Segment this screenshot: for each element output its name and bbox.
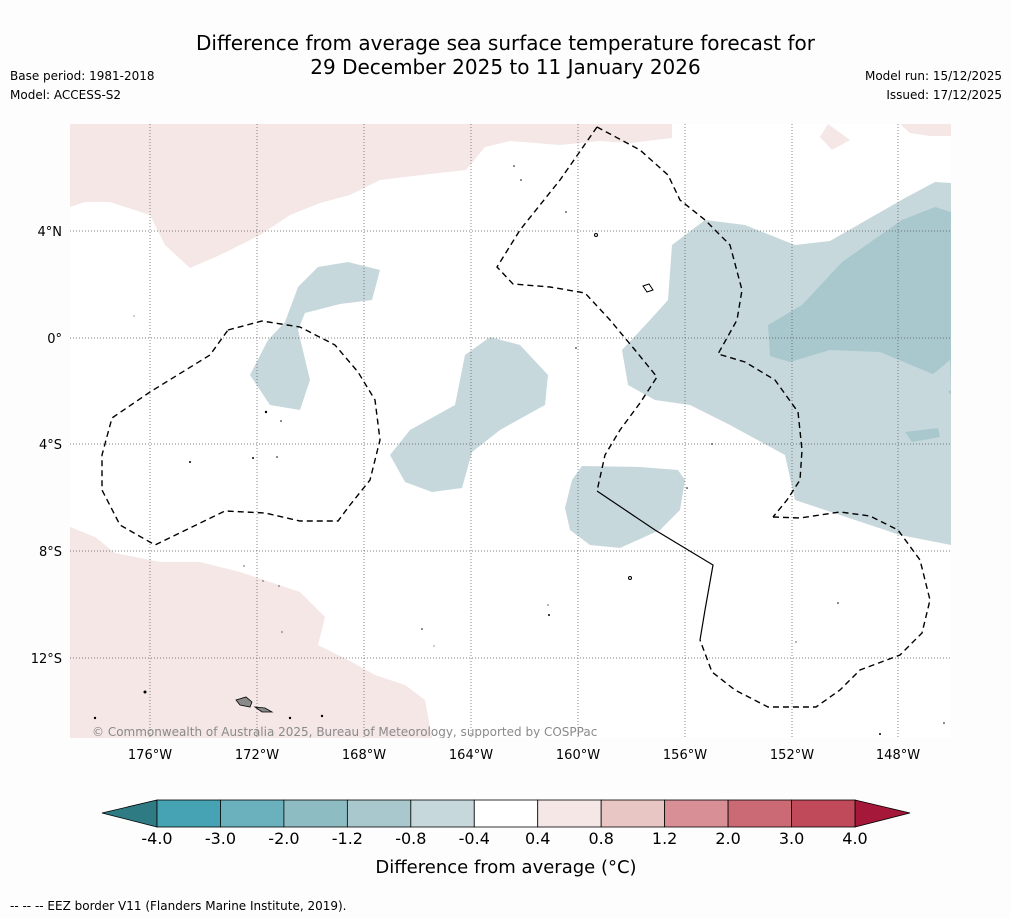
colorbar-under-arrow — [101, 799, 158, 828]
chart-title: Difference from average sea surface temp… — [0, 31, 1011, 79]
colorbar-segment — [664, 799, 729, 828]
colorbar-segment — [473, 799, 539, 828]
colorbar-tick-label: 1.2 — [652, 829, 677, 848]
lat-label: 8°S — [39, 545, 62, 560]
colorbar-segment — [346, 799, 412, 828]
colorbar-segment — [600, 799, 666, 828]
lon-label: 148°W — [876, 748, 920, 763]
colorbar-tick-label: -4.0 — [141, 829, 172, 848]
lon-label: 172°W — [235, 748, 279, 763]
colorbar-segment — [537, 799, 602, 828]
cool-anomaly-east-small — [905, 428, 940, 442]
model-name: Model: ACCESS-S2 — [10, 88, 122, 102]
cool-anomaly-central — [390, 337, 548, 492]
colorbar-tick-label: 0.4 — [525, 829, 550, 848]
colorbar-segment — [220, 799, 285, 828]
colorbar-tick-label: -3.0 — [205, 829, 236, 848]
lon-label: 160°W — [556, 748, 600, 763]
island-jarvis — [642, 283, 654, 293]
eez-border-phoenix — [496, 126, 658, 492]
colorbar-segment — [283, 799, 348, 828]
warm-anomaly-north-west — [70, 124, 672, 268]
colorbar-tick-label: -0.8 — [395, 829, 426, 848]
warm-anomaly-north-east-2 — [900, 124, 951, 136]
colorbar-label: Difference from average (°C) — [375, 857, 636, 878]
latitude-labels: 4°N 0° 4°S 8°S 12°S — [31, 225, 62, 667]
base-period: Base period: 1981-2018 — [10, 69, 155, 83]
lon-label: 168°W — [342, 748, 386, 763]
islands — [93, 165, 945, 735]
colorbar-segment — [727, 799, 792, 828]
colorbar-tick-label: -1.2 — [332, 829, 363, 848]
eez-border-solid-segment — [596, 490, 714, 641]
lat-label: 0° — [47, 332, 62, 347]
colorbar: -4.0 -3.0 -2.0 -1.2 -0.8 -0.4 0.4 0.8 1.2 2.0 3.0 4… — [101, 799, 911, 878]
gridlines — [70, 124, 951, 738]
meta-right: Model run: 15/12/2025 Issued: 17/12/2025 — [865, 67, 1002, 105]
lon-label: 156°W — [663, 748, 707, 763]
model-run: Model run: 15/12/2025 — [864, 69, 1002, 83]
title-line-1: Difference from average sea surface temp… — [195, 31, 815, 55]
colorbar-segment — [410, 799, 475, 828]
colorbar-tick-label: -2.0 — [268, 829, 299, 848]
colorbar-over-arrow — [854, 799, 911, 828]
meta-left: Base period: 1981-2018 Model: ACCESS-S2 — [10, 67, 155, 105]
lat-label: 4°S — [39, 438, 62, 453]
warm-anomaly-north-east-1 — [820, 124, 850, 150]
eez-borders — [101, 126, 931, 708]
map-area: © Commonwealth of Australia 2025, Bureau… — [70, 124, 951, 739]
colorbar-tick-label: -0.4 — [459, 829, 490, 848]
colorbar-tick-label: 2.0 — [715, 829, 740, 848]
cool-anomaly-south-central — [565, 466, 685, 548]
colorbar-tick-label: 0.8 — [588, 829, 613, 848]
issued-date: Issued: 17/12/2025 — [886, 88, 1002, 102]
colorbar-segment — [791, 799, 856, 828]
colorbar-tick-label: 4.0 — [842, 829, 867, 848]
cool-anomaly-east-fleck — [920, 360, 951, 396]
lon-label: 164°W — [449, 748, 493, 763]
lon-label: 176°W — [128, 748, 172, 763]
lat-label: 4°N — [38, 225, 63, 240]
cool-anomaly-west — [250, 262, 380, 410]
island-samoa-savaii — [235, 696, 253, 708]
longitude-labels: 176°W 172°W 168°W 164°W 160°W 156°W 152°… — [128, 748, 920, 763]
eez-border-south-east — [699, 511, 931, 708]
warm-anomaly-south-west — [70, 527, 432, 738]
copyright-notice: © Commonwealth of Australia 2025, Bureau… — [92, 725, 597, 739]
eez-border-tokelau — [101, 320, 381, 546]
island-samoa-upolu — [253, 706, 274, 713]
title-line-2: 29 December 2025 to 11 January 2026 — [310, 55, 701, 79]
eez-border-kiribati-west — [596, 126, 803, 518]
lon-label: 152°W — [770, 748, 814, 763]
colorbar-tick-label: 3.0 — [779, 829, 804, 848]
lat-label: 12°S — [31, 652, 62, 667]
cool-anomaly-east-inner — [768, 207, 951, 395]
colorbar-segment — [156, 799, 221, 828]
eez-legend-footer: -- -- -- EEZ border V11 (Flanders Marine… — [10, 899, 347, 913]
